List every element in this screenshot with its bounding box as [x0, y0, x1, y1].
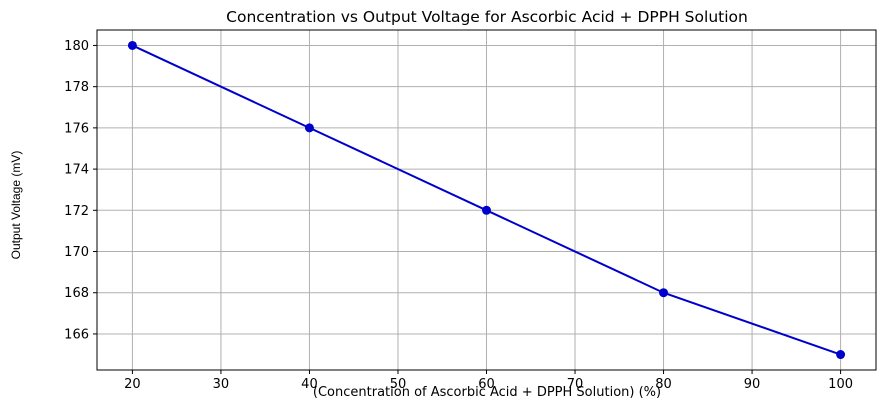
y-tick-label: 180 — [64, 39, 89, 54]
x-tick-label: 90 — [744, 377, 761, 392]
x-tick-label: 100 — [828, 377, 853, 392]
y-tick-label: 172 — [64, 204, 89, 219]
x-tick-label: 60 — [478, 377, 495, 392]
y-tick-label: 176 — [64, 121, 89, 136]
x-tick-label: 70 — [567, 377, 584, 392]
data-point — [304, 123, 314, 133]
x-axis: 20 30 40 50 60 70 80 90 100 — [124, 370, 853, 392]
x-axis-label: (Concentration of Ascorbic Acid + DPPH S… — [313, 385, 661, 398]
y-tick-label: 178 — [64, 80, 89, 95]
data-point — [836, 350, 846, 360]
grid — [97, 30, 876, 370]
x-tick-label: 40 — [301, 377, 318, 392]
chart-title: Concentration vs Output Voltage for Asco… — [226, 8, 748, 26]
x-tick-label: 80 — [655, 377, 672, 392]
series-layer — [127, 40, 846, 360]
x-tick-label: 50 — [390, 377, 407, 392]
y-axis: 166 168 170 172 174 176 178 180 — [64, 39, 97, 342]
y-tick-label: 170 — [64, 245, 89, 260]
y-tick-label: 174 — [64, 163, 89, 178]
y-axis-label: Output Voltage (mV) — [9, 151, 23, 260]
x-tick-label: 30 — [213, 377, 230, 392]
y-tick-label: 166 — [64, 327, 89, 342]
data-point — [659, 288, 669, 298]
x-tick-label: 20 — [124, 377, 141, 392]
y-tick-label: 168 — [64, 286, 89, 301]
data-point — [127, 40, 137, 50]
data-point — [482, 205, 491, 215]
